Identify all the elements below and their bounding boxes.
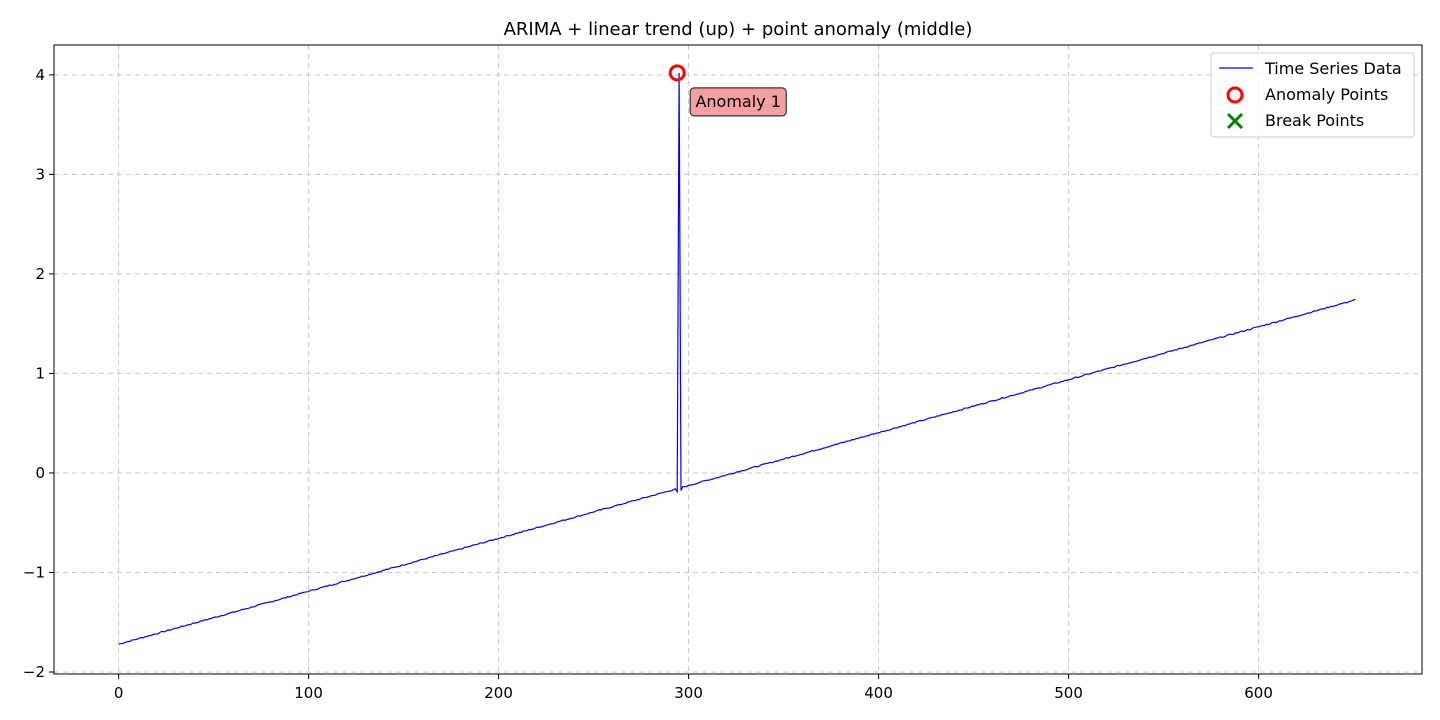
x-tick-label: 0	[114, 684, 124, 702]
x-tick-label: 500	[1054, 684, 1083, 702]
markers-layer	[668, 64, 686, 82]
legend: Time Series Data Anomaly Points Break Po…	[1210, 52, 1415, 138]
annotation-label: Anomaly 1	[695, 92, 780, 111]
y-tick-label: 1	[35, 364, 45, 382]
x-tick-label: 300	[674, 684, 703, 702]
annotation-box	[689, 87, 787, 117]
annotation-layer: Anomaly 1	[689, 87, 787, 117]
y-tick-label: −1	[23, 563, 45, 581]
legend-label-break: Break Points	[1265, 111, 1364, 130]
plot-frame	[53, 44, 1423, 675]
axis-ticks: 0 100 200 300 400 500 600 −2 −1 0 1 2 3 4	[23, 66, 1273, 702]
x-tick-label: 600	[1244, 684, 1273, 702]
x-tick-label: 200	[484, 684, 513, 702]
grid-lines	[54, 45, 1422, 674]
y-tick-label: 2	[35, 265, 45, 283]
series-layer	[118, 72, 1356, 645]
legend-circle-marker	[1226, 86, 1244, 104]
legend-frame	[1210, 52, 1415, 138]
legend-x-marker	[1226, 112, 1244, 130]
y-tick-label: 0	[35, 464, 45, 482]
anomaly-point-marker	[668, 64, 686, 82]
x-tick-label: 100	[294, 684, 323, 702]
y-tick-label: 3	[35, 165, 45, 183]
legend-label-anomaly: Anomaly Points	[1265, 85, 1388, 104]
y-tick-label: −2	[23, 663, 45, 681]
legend-label-series: Time Series Data	[1264, 59, 1402, 78]
x-tick-label: 400	[864, 684, 893, 702]
series-line-time-series-data	[118, 72, 1356, 645]
chart-title: ARIMA + linear trend (up) + point anomal…	[504, 19, 973, 40]
y-tick-label: 4	[35, 66, 45, 84]
